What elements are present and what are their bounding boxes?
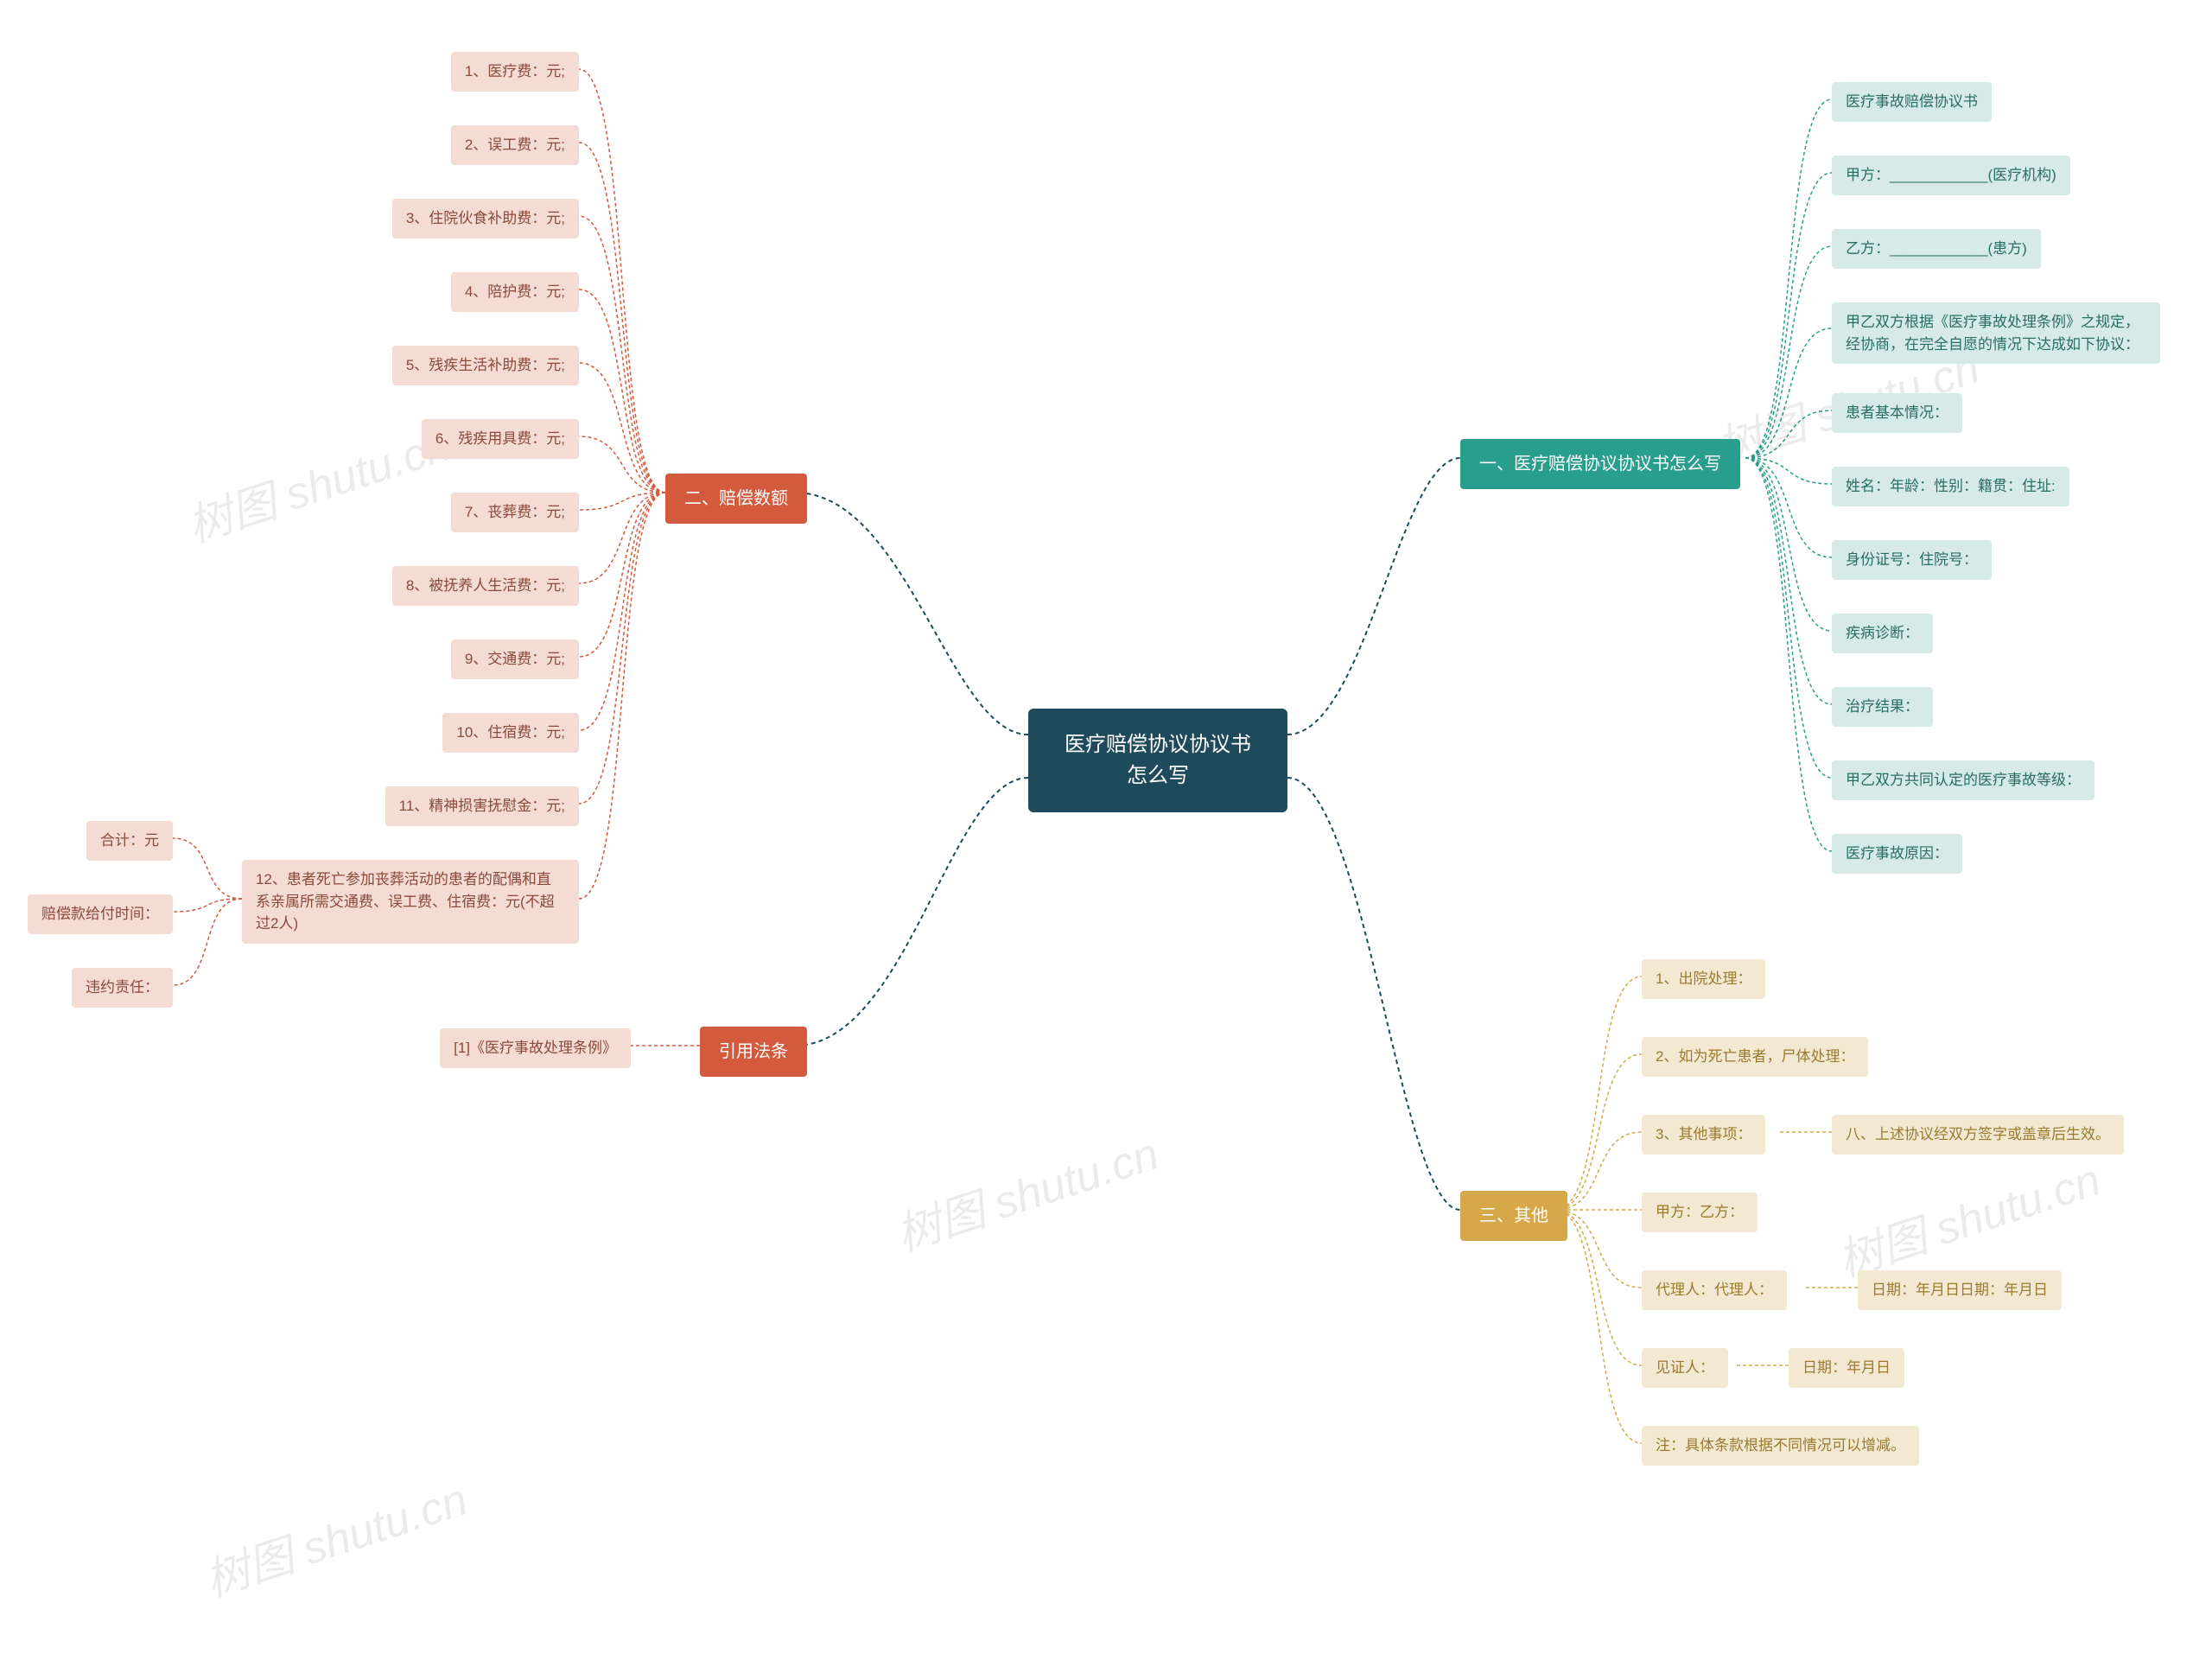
branch1-leaf-10: 医疗事故原因： [1832,834,1962,874]
branch1-leaf-4: 患者基本情况： [1832,393,1962,433]
branch3-leaf-6: 注：具体条款根据不同情况可以增减。 [1642,1426,1919,1466]
watermark: 树图 shutu.cn [1828,1143,2107,1289]
branch2-leaf-4: 5、残疾生活补助费：元; [392,346,579,385]
branch2-subleaf-1: 赔偿款给付时间： [28,894,173,934]
watermark: 树图 shutu.cn [887,1117,1166,1263]
branch1-leaf-5: 姓名：年龄：性别：籍贯：住址: [1832,467,2069,506]
root-node: 医疗赔偿协议协议书怎么写 [1028,709,1287,812]
branch3-sub3: 八、上述协议经双方签字或盖章后生效。 [1832,1115,2124,1155]
branch2-leaf-5: 6、残疾用具费：元; [422,419,579,459]
branch-3: 三、其他 [1460,1191,1567,1241]
branch-4: 引用法条 [700,1027,807,1077]
branch4-leaf-0: [1]《医疗事故处理条例》 [440,1028,631,1068]
branch2-leaf-1: 2、误工费：元; [451,125,579,165]
branch1-leaf-8: 治疗结果： [1832,687,1933,727]
branch3-leaf-4: 代理人：代理人： [1642,1270,1787,1310]
branch3-sub5: 日期：年月日日期：年月日 [1858,1270,2062,1310]
branch2-leaf-6: 7、丧葬费：元; [451,493,579,532]
branch2-subleaf-0: 合计：元 [86,821,173,861]
branch2-leaf-9: 10、住宿费：元; [442,713,579,753]
branch-1: 一、医疗赔偿协议协议书怎么写 [1460,439,1740,489]
branch-2: 二、赔偿数额 [665,474,807,524]
branch1-leaf-6: 身份证号：住院号： [1832,540,1992,580]
branch2-leaf-10: 11、精神损害抚慰金：元; [385,786,579,826]
branch2-leaf-7: 8、被抚养人生活费：元; [392,566,579,606]
branch2-leaf-2: 3、住院伙食补助费：元; [392,199,579,239]
branch2-leaf-0: 1、医疗费：元; [451,52,579,92]
watermark: 树图 shutu.cn [195,1463,474,1609]
branch1-leaf-7: 疾病诊断： [1832,614,1933,653]
branch3-leaf-5: 见证人： [1642,1348,1728,1388]
branch1-leaf-1: 甲方：____________(医疗机构) [1832,156,2070,195]
branch2-subleaf-2: 违约责任： [72,968,173,1008]
branch1-leaf-3: 甲乙双方根据《医疗事故处理条例》之规定，经协商，在完全自愿的情况下达成如下协议： [1832,302,2160,364]
watermark: 树图 shutu.cn [178,409,457,555]
branch3-sub6: 日期：年月日 [1789,1348,1904,1388]
branch3-leaf-0: 1、出院处理： [1642,959,1765,999]
branch3-leaf-3: 甲方：乙方： [1642,1193,1758,1232]
branch3-leaf-1: 2、如为死亡患者，尸体处理： [1642,1037,1868,1077]
branch3-leaf-2: 3、其他事项： [1642,1115,1765,1155]
branch1-leaf-0: 医疗事故赔偿协议书 [1832,82,1992,122]
branch1-leaf-2: 乙方：____________(患方) [1832,229,2041,269]
branch2-leaf-8: 9、交通费：元; [451,639,579,679]
branch1-leaf-9: 甲乙双方共同认定的医疗事故等级： [1832,760,2094,800]
branch2-leaf-11: 12、患者死亡参加丧葬活动的患者的配偶和直系亲属所需交通费、误工费、住宿费：元(… [242,860,579,944]
branch2-leaf-3: 4、陪护费：元; [451,272,579,312]
